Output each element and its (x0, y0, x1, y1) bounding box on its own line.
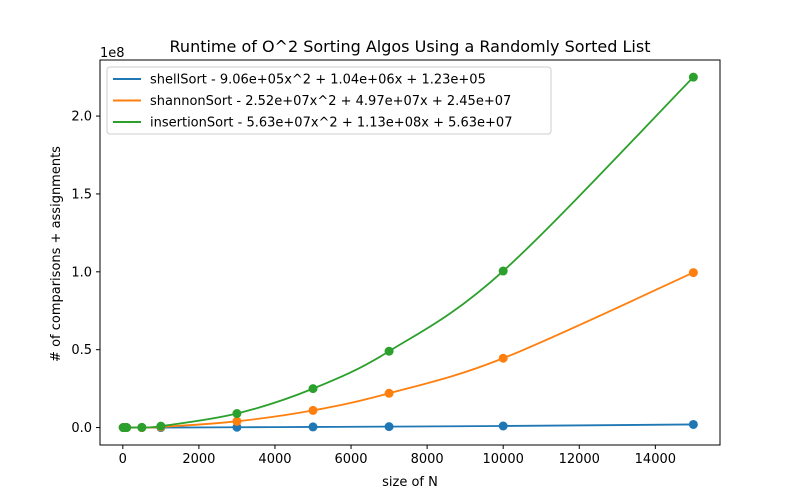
data-point-series-2 (308, 384, 318, 394)
data-point-series-1 (498, 353, 508, 363)
axes-frame (99, 59, 721, 446)
legend-label-1: shannonSort - 2.52e+07x^2 + 4.97e+07x + … (150, 94, 511, 109)
legend-label-0: shellSort - 9.06e+05x^2 + 1.04e+06x + 1.… (150, 73, 486, 88)
x-tick-label: 10000 (483, 452, 524, 467)
x-tick-label: 6000 (334, 452, 367, 467)
y-tick-label: 0.0 (71, 421, 92, 436)
y-tick-label: 1.0 (71, 265, 92, 280)
x-axis-label: size of N (382, 475, 438, 490)
data-point-series-2 (122, 423, 132, 433)
x-tick-label: 2000 (182, 452, 215, 467)
legend: shellSort - 9.06e+05x^2 + 1.04e+06x + 1.… (106, 66, 552, 135)
x-tick-label: 14000 (635, 452, 676, 467)
data-point-series-0 (688, 419, 698, 429)
x-tick-label: 12000 (559, 452, 600, 467)
legend-label-2: insertionSort - 5.63e+07x^2 + 1.13e+08x … (150, 116, 512, 131)
data-point-series-2 (156, 421, 166, 431)
data-point-series-2 (232, 409, 242, 419)
y-tick-label: 2.0 (71, 110, 92, 125)
x-tick-label: 0 (119, 452, 127, 467)
y-axis-ticks: 0.0 0.5 1.0 1.5 2.0 (71, 110, 100, 436)
data-point-series-1 (688, 268, 698, 278)
data-point-series-1 (384, 388, 394, 398)
x-axis-ticks: 0 2000 4000 6000 8000 10000 12000 14000 (119, 445, 676, 467)
x-tick-label: 8000 (411, 452, 444, 467)
chart-title: Runtime of O^2 Sorting Algos Using a Ran… (170, 37, 651, 56)
data-point-series-2 (137, 422, 147, 432)
data-point-series-0 (308, 422, 318, 432)
legend-box (106, 66, 552, 135)
data-point-series-2 (384, 346, 394, 356)
y-tick-label: 1.5 (71, 187, 92, 202)
data-point-series-2 (688, 72, 698, 82)
y-offset-label: 1e8 (100, 46, 125, 61)
y-tick-label: 0.5 (71, 343, 92, 358)
data-point-series-0 (384, 422, 394, 432)
data-point-series-1 (308, 405, 318, 415)
x-tick-label: 4000 (258, 452, 291, 467)
data-point-series-1 (232, 416, 242, 426)
data-point-series-2 (498, 266, 508, 276)
y-axis-label: # of comparisons + assignments (49, 146, 64, 362)
data-point-series-0 (498, 421, 508, 431)
plot-content (118, 72, 698, 433)
